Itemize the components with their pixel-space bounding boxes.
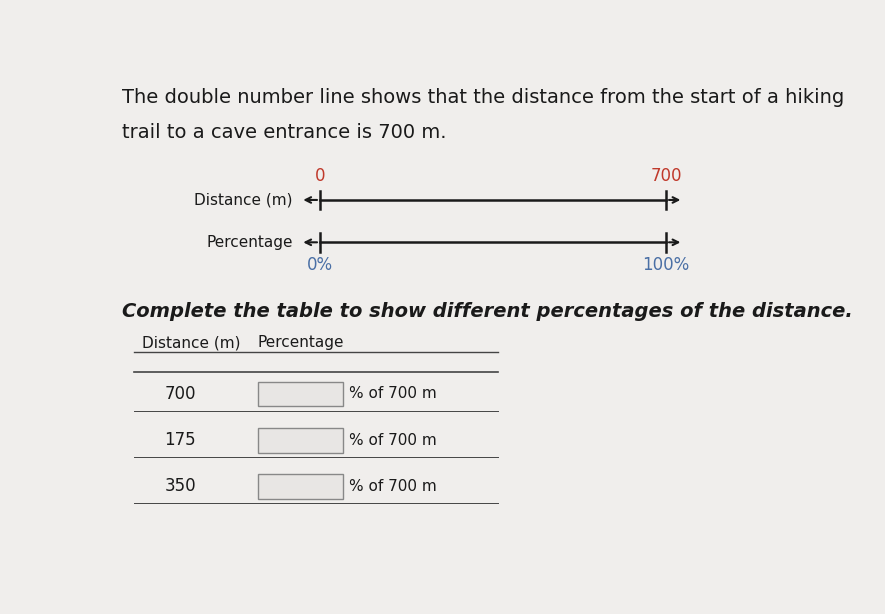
Text: 100%: 100% bbox=[643, 256, 689, 274]
Text: Distance (m): Distance (m) bbox=[194, 192, 293, 208]
FancyBboxPatch shape bbox=[258, 474, 343, 499]
Text: % of 700 m: % of 700 m bbox=[350, 386, 437, 402]
Text: 700: 700 bbox=[165, 385, 196, 403]
Text: Complete the table to show different percentages of the distance.: Complete the table to show different per… bbox=[122, 301, 853, 321]
Text: trail to a cave entrance is 700 m.: trail to a cave entrance is 700 m. bbox=[122, 123, 447, 142]
Text: Distance (m): Distance (m) bbox=[142, 335, 240, 350]
FancyBboxPatch shape bbox=[258, 382, 343, 406]
Text: 0: 0 bbox=[314, 166, 325, 185]
Text: % of 700 m: % of 700 m bbox=[350, 479, 437, 494]
Text: Percentage: Percentage bbox=[206, 235, 293, 250]
Text: Percentage: Percentage bbox=[258, 335, 344, 350]
Text: 700: 700 bbox=[650, 166, 682, 185]
FancyBboxPatch shape bbox=[258, 428, 343, 453]
Text: % of 700 m: % of 700 m bbox=[350, 433, 437, 448]
Text: The double number line shows that the distance from the start of a hiking: The double number line shows that the di… bbox=[122, 88, 844, 107]
Text: 350: 350 bbox=[165, 478, 196, 495]
Text: 0%: 0% bbox=[307, 256, 333, 274]
Text: 175: 175 bbox=[165, 431, 196, 449]
